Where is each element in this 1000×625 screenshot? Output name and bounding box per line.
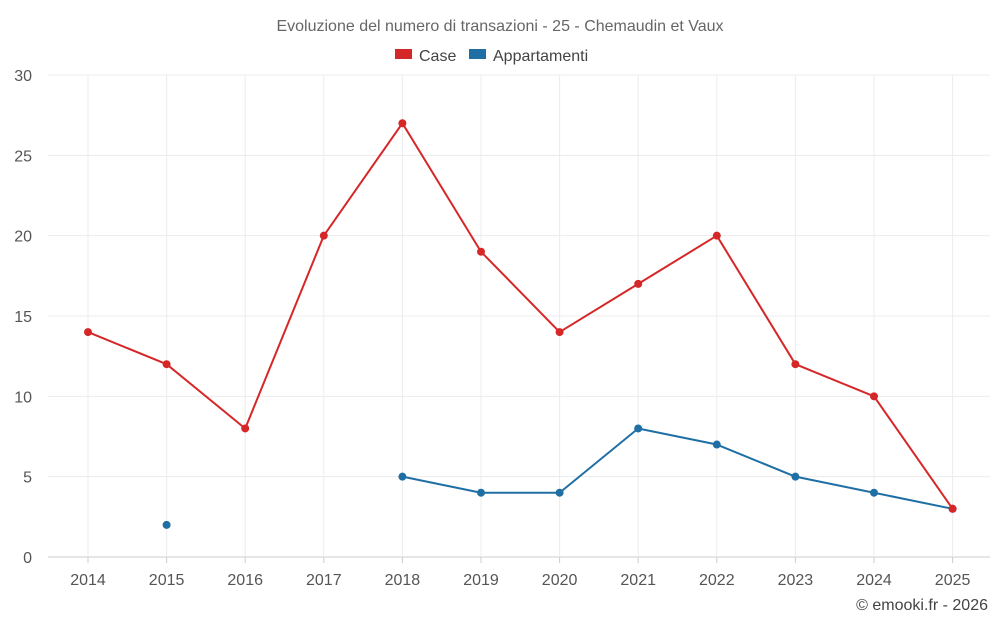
x-tick-label: 2017: [306, 572, 342, 589]
y-tick-label: 5: [23, 470, 32, 487]
y-tick-label: 25: [14, 148, 32, 165]
series-line-appartamenti: [402, 427, 953, 510]
x-tick-label: 2016: [227, 572, 263, 589]
legend-label-appartamenti: Appartamenti: [493, 48, 588, 65]
legend-swatch-case: [395, 49, 412, 59]
data-point-case-2024[interactable]: [870, 392, 878, 401]
data-point-appartamenti-2018[interactable]: [398, 472, 407, 481]
x-tick-label: 2023: [778, 572, 814, 589]
legend-label-case: Case: [419, 48, 456, 65]
y-tick-label: 20: [14, 229, 32, 246]
data-point-appartamenti-2015[interactable]: [162, 520, 171, 529]
legend-item-appartamenti[interactable]: Appartamenti: [469, 48, 588, 65]
y-axis-ticks: 0 5 10 15 20 25 30: [14, 68, 32, 567]
x-tick-label: 2020: [542, 572, 578, 589]
legend: Case Appartamenti: [395, 48, 588, 65]
grid: [48, 74, 990, 558]
y-tick-label: 10: [14, 389, 32, 406]
data-point-appartamenti-2024[interactable]: [870, 488, 878, 497]
x-tick-label: 2015: [149, 572, 185, 589]
series-layer: [84, 119, 957, 529]
data-point-case-2015[interactable]: [162, 360, 171, 369]
data-point-case-2022[interactable]: [712, 231, 721, 240]
credit: © emooki.fr - 2026: [856, 597, 988, 614]
chart-title: Evoluzione del numero di transazioni - 2…: [276, 18, 723, 35]
y-tick-label: 0: [23, 550, 32, 567]
x-tick-label: 2021: [620, 572, 656, 589]
data-point-appartamenti-2020[interactable]: [555, 488, 564, 497]
legend-item-case[interactable]: Case: [395, 48, 456, 65]
data-point-case-2023[interactable]: [791, 360, 800, 369]
data-point-appartamenti-2021[interactable]: [634, 424, 643, 433]
x-tick-label: 2022: [699, 572, 735, 589]
y-tick-label: 15: [14, 309, 32, 326]
legend-swatch-appartamenti: [469, 49, 486, 59]
data-point-appartamenti-2023[interactable]: [791, 472, 800, 481]
x-tick-label: 2018: [385, 572, 421, 589]
series-case: [84, 119, 957, 513]
x-axis-ticks: 2014 2015 2016 2017 2018 2019 2020 2021 2022 2023…: [70, 557, 970, 589]
y-tick-label: 30: [14, 68, 32, 85]
data-point-case-2016[interactable]: [241, 424, 250, 433]
data-point-appartamenti-2022[interactable]: [712, 440, 721, 449]
data-point-case-2021[interactable]: [634, 279, 643, 288]
data-point-case-2014[interactable]: [84, 328, 92, 337]
series-line-case: [87, 122, 954, 510]
x-tick-label: 2025: [935, 572, 971, 589]
data-point-case-2017[interactable]: [319, 231, 328, 240]
x-tick-label: 2014: [70, 572, 106, 589]
data-point-case-2020[interactable]: [555, 328, 564, 337]
data-point-appartamenti-2019[interactable]: [477, 488, 485, 497]
x-tick-label: 2019: [463, 572, 499, 589]
data-point-case-2019[interactable]: [477, 247, 485, 256]
x-tick-label: 2024: [856, 572, 892, 589]
data-point-case-2018[interactable]: [398, 119, 407, 128]
data-point-case-2025[interactable]: [948, 504, 957, 513]
